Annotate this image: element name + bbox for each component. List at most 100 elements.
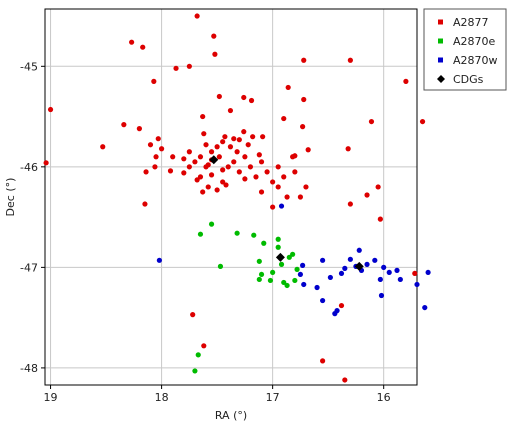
point-a2877 (186, 149, 192, 155)
point-a2870e (234, 230, 240, 236)
point-a2877 (220, 139, 226, 145)
point-a2877 (227, 144, 234, 150)
point-a2877 (194, 177, 200, 183)
point-a2877 (200, 113, 206, 120)
point-a2877 (270, 179, 276, 185)
point-a2870e (195, 352, 201, 358)
point-a2877 (253, 174, 259, 180)
legend: A2877 A2870e A2870w CDGs (423, 8, 507, 91)
point-a2870e (286, 254, 292, 260)
point-a2870w (320, 257, 326, 263)
point-a2870w (378, 292, 385, 299)
point-a2877 (227, 107, 234, 114)
point-a2870w (422, 304, 428, 311)
point-a2877 (303, 184, 309, 190)
point-a2877 (186, 63, 192, 69)
point-a2877 (301, 57, 307, 63)
point-a2870e (292, 277, 298, 284)
point-a2877 (158, 146, 165, 152)
point-a2877 (201, 131, 207, 137)
series-a2877 (43, 13, 426, 383)
legend-label-a2870w: A2870w (453, 54, 498, 67)
point-a2877 (100, 144, 106, 150)
point-a2870w (320, 297, 326, 304)
point-a2877 (173, 65, 179, 71)
point-cdgs (209, 155, 219, 165)
point-a2877 (242, 154, 248, 160)
point-a2877 (220, 167, 226, 173)
point-a2870w (300, 262, 306, 268)
point-a2877 (281, 174, 287, 180)
point-a2870w (314, 284, 320, 291)
point-a2877 (258, 189, 265, 195)
point-a2870e (275, 244, 281, 250)
point-a2877 (345, 146, 351, 152)
point-a2870w (414, 281, 420, 288)
point-a2870w (356, 247, 362, 253)
point-a2870w (386, 269, 392, 276)
y-tick-label: -46 (20, 161, 38, 174)
point-a2870e (261, 240, 267, 246)
point-a2877 (197, 154, 204, 160)
point-a2870e (275, 236, 281, 242)
point-a2870e (217, 263, 224, 269)
point-a2877 (43, 160, 49, 166)
point-a2877 (155, 136, 161, 142)
point-a2877 (320, 358, 326, 364)
axis-ticks: 19 18 17 16 -45 -46 -47 -48 (20, 60, 391, 404)
point-a2870e (267, 277, 274, 284)
point-a2877 (342, 377, 348, 383)
point-a2870e (270, 269, 276, 276)
legend-box (423, 8, 507, 91)
point-a2877 (194, 13, 200, 19)
point-a2877 (403, 78, 409, 84)
legend-swatch-a2870e (438, 38, 443, 44)
point-a2877 (220, 179, 226, 185)
point-a2877 (152, 164, 158, 170)
point-a2870e (258, 271, 265, 278)
point-a2870w (278, 203, 285, 209)
point-a2870e (256, 258, 262, 264)
point-a2870w (338, 270, 345, 277)
point-a2870e (284, 282, 290, 289)
point-a2877 (205, 162, 211, 168)
y-tick-label: -45 (20, 60, 38, 73)
point-a2870e (256, 276, 262, 283)
point-a2877 (216, 93, 222, 100)
point-cdgs (354, 261, 364, 271)
point-a2877 (170, 154, 176, 160)
legend-swatch-a2870w (438, 57, 443, 63)
point-a2877 (250, 134, 256, 140)
point-a2877 (248, 97, 255, 104)
point-a2870w (342, 265, 348, 271)
legend-label-a2877: A2877 (453, 16, 489, 29)
point-a2877 (275, 184, 281, 190)
point-a2877 (181, 170, 187, 176)
point-a2877 (223, 182, 229, 188)
point-a2877 (153, 154, 159, 160)
y-axis-title: Dec (°) (4, 178, 17, 217)
point-a2877 (147, 142, 154, 148)
point-a2877 (129, 39, 135, 45)
point-a2877 (47, 106, 54, 113)
point-a2877 (281, 115, 287, 122)
x-tick-label: 18 (155, 391, 169, 404)
point-a2877 (231, 136, 237, 142)
point-a2877 (347, 57, 353, 63)
point-a2877 (300, 124, 306, 130)
point-a2870e (251, 232, 257, 238)
series-cdgs (209, 155, 364, 271)
point-a2877 (214, 144, 220, 150)
y-tick-label: -47 (20, 261, 38, 274)
point-a2870w (381, 264, 387, 270)
point-a2877 (377, 216, 383, 222)
series-a2870w (156, 203, 431, 317)
legend-label-cdgs: CDGs (453, 73, 484, 86)
point-a2877 (234, 149, 240, 155)
point-a2877 (258, 159, 265, 165)
series-a2870e (192, 221, 300, 374)
point-a2877 (211, 33, 217, 39)
point-a2877 (375, 184, 381, 190)
point-a2870w (347, 256, 353, 262)
point-a2877 (347, 201, 353, 207)
